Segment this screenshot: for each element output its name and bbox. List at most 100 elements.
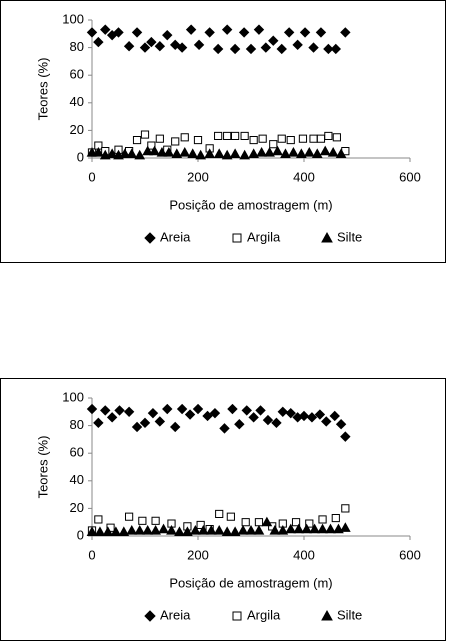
data-point — [331, 513, 340, 523]
data-point — [187, 148, 199, 158]
data-point — [255, 405, 266, 416]
data-point — [229, 148, 241, 158]
data-point — [314, 409, 326, 420]
data-point — [185, 24, 197, 35]
data-point — [163, 146, 175, 157]
data-point — [132, 135, 142, 145]
data-point — [213, 148, 225, 158]
data-point — [179, 146, 191, 157]
data-point — [134, 149, 146, 160]
data-point — [340, 431, 351, 442]
x-tick-label: 0 — [88, 547, 95, 562]
data-point — [339, 522, 351, 532]
y-tick-label: 40 — [70, 94, 84, 109]
data-point — [272, 145, 283, 156]
x-tick-label: 600 — [399, 169, 421, 184]
data-point — [195, 149, 206, 160]
data-point — [219, 423, 230, 434]
data-point — [171, 148, 183, 158]
data-point — [277, 134, 286, 143]
data-point — [126, 148, 138, 158]
data-point — [94, 515, 103, 524]
legend-label: Areia — [160, 607, 191, 622]
data-point — [245, 524, 257, 535]
data-point — [119, 148, 131, 158]
data-point — [223, 131, 232, 141]
data-point — [292, 39, 303, 51]
data-point — [184, 409, 196, 420]
data-point — [296, 148, 307, 158]
y-tick-label: 20 — [70, 500, 84, 515]
data-point — [86, 146, 98, 157]
data-point — [340, 27, 351, 38]
data-point — [221, 149, 233, 160]
data-point — [234, 419, 245, 430]
data-point — [123, 41, 135, 52]
data-point — [237, 524, 249, 535]
data-point — [113, 27, 124, 38]
data-point — [241, 405, 252, 416]
data-point — [256, 146, 267, 157]
data-point — [205, 524, 217, 535]
data-point — [229, 43, 241, 55]
data-point — [139, 42, 151, 53]
data-point — [213, 524, 225, 535]
legend-marker — [232, 611, 242, 621]
data-point — [309, 523, 320, 534]
x-tick-label: 400 — [293, 169, 315, 184]
data-point — [248, 148, 259, 158]
data-point — [258, 134, 267, 143]
data-point — [315, 27, 327, 38]
data-point — [308, 42, 319, 53]
data-point — [100, 24, 111, 35]
x-axis-title: Posição de amostragem (m) — [169, 575, 332, 590]
chart-frame — [0, 0, 446, 263]
data-point — [176, 42, 188, 53]
data-point — [118, 526, 130, 536]
data-point — [330, 43, 342, 55]
data-point — [146, 36, 157, 48]
data-point — [86, 403, 98, 415]
data-point — [151, 516, 160, 525]
data-point — [311, 148, 323, 158]
data-point — [227, 403, 238, 415]
data-point — [167, 519, 176, 528]
legend-marker — [144, 610, 156, 622]
data-point — [93, 146, 104, 157]
x-tick-label: 200 — [187, 169, 209, 184]
y-tick-label: 80 — [70, 417, 84, 432]
data-point — [321, 416, 332, 427]
data-point — [102, 526, 114, 536]
data-point — [106, 148, 118, 158]
data-point — [204, 148, 216, 158]
data-point — [245, 43, 257, 55]
y-tick-label: 20 — [70, 122, 84, 137]
data-point — [316, 134, 326, 143]
data-point — [155, 134, 164, 143]
data-point — [254, 518, 264, 527]
legend-marker — [321, 231, 333, 243]
data-point — [180, 133, 189, 142]
data-point — [271, 417, 282, 429]
data-point — [298, 134, 308, 143]
data-point — [156, 146, 168, 157]
data-point — [221, 24, 233, 35]
data-point — [190, 524, 201, 535]
data-point — [147, 407, 159, 419]
data-point — [229, 526, 241, 536]
data-point — [226, 512, 235, 521]
data-point — [86, 526, 98, 536]
x-axis-title: Posição de amostragem (m) — [169, 197, 332, 212]
legend-label: Silte — [337, 607, 362, 622]
data-point — [100, 405, 111, 416]
data-point — [150, 524, 161, 535]
data-point — [214, 131, 223, 141]
data-point — [134, 524, 146, 535]
data-point — [126, 524, 138, 535]
data-point — [110, 526, 122, 536]
data-point — [329, 410, 340, 422]
data-point — [139, 417, 151, 429]
legend-label: Argila — [247, 607, 281, 622]
data-point — [262, 414, 274, 426]
